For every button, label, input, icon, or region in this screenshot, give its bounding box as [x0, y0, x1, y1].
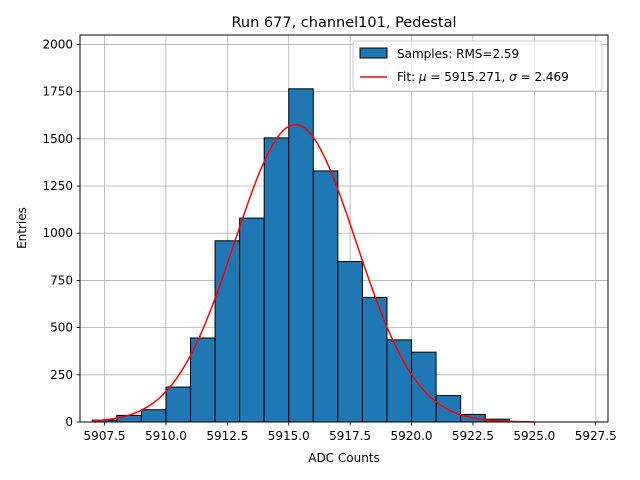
- histogram-bar: [116, 414, 142, 423]
- histogram-bar: [190, 337, 216, 423]
- x-tick-label: 5910.0: [145, 429, 187, 443]
- x-tick-label: 5920.0: [391, 429, 433, 443]
- histogram-bar: [288, 88, 314, 423]
- legend-samples-swatch: [359, 47, 388, 59]
- legend-box: [352, 40, 603, 92]
- y-tick-label: 1000: [42, 226, 73, 240]
- histogram-bar: [337, 261, 363, 423]
- y-tick-label: 1750: [42, 85, 73, 99]
- y-tick-label: 250: [50, 368, 73, 382]
- histogram-bars: [91, 88, 511, 423]
- histogram-bar: [214, 240, 241, 423]
- fit-curve-group: [92, 123, 535, 423]
- histogram-bar: [239, 217, 265, 423]
- histogram-bar: [140, 409, 167, 423]
- legend-fit-prefix: Fit:: [397, 70, 419, 84]
- histogram-bar: [263, 137, 290, 423]
- x-tick-label: 5922.5: [452, 429, 494, 443]
- y-tick-label: 1250: [42, 179, 73, 193]
- x-tick-label: 5927.5: [575, 429, 617, 443]
- y-tick-label: 0: [65, 415, 73, 429]
- x-axis-label: ADC Counts: [308, 451, 380, 465]
- x-tick-label: 5912.5: [206, 429, 248, 443]
- legend-fit-mu-value: = 5915.271,: [427, 70, 510, 84]
- legend-fit-sigma-symbol: σ: [509, 70, 517, 84]
- y-tick-label: 2000: [42, 37, 73, 51]
- histogram-bar: [312, 170, 339, 423]
- chart-title: Run 677, channel101, Pedestal: [231, 15, 456, 31]
- x-tick-label: 5907.5: [84, 429, 126, 443]
- x-axis-ticks: 5907.5 5910.0 5912.5 5915.0 5917.5 5920.0 5922…: [84, 422, 617, 443]
- y-tick-label: 1500: [42, 132, 73, 146]
- legend-samples-label: Samples: RMS=2.59: [397, 47, 519, 61]
- y-tick-label: 750: [50, 273, 73, 287]
- legend-fit-sigma-value: = 2.469: [517, 70, 569, 84]
- histogram-bar: [435, 395, 462, 423]
- legend-fit-label: Fit: μ = 5915.271, σ = 2.469: [397, 70, 569, 84]
- fit-curve: [92, 123, 535, 423]
- x-tick-label: 5925.0: [513, 429, 555, 443]
- y-axis-label: Entries: [15, 207, 29, 249]
- y-tick-label: 500: [50, 321, 73, 335]
- legend: Samples: RMS=2.59 Fit: μ = 5915.271, σ =…: [352, 40, 603, 92]
- legend-fit-mu-symbol: μ: [418, 70, 427, 84]
- histogram-bar: [165, 386, 192, 423]
- plot-frame: [79, 34, 609, 423]
- x-tick-label: 5917.5: [329, 429, 371, 443]
- x-tick-label: 5915.0: [268, 429, 310, 443]
- histogram-bar: [386, 339, 413, 423]
- y-axis-ticks: 0 250 500 750 1000 1250 1500 1750 2000: [42, 37, 80, 429]
- histogram-bar: [411, 351, 437, 423]
